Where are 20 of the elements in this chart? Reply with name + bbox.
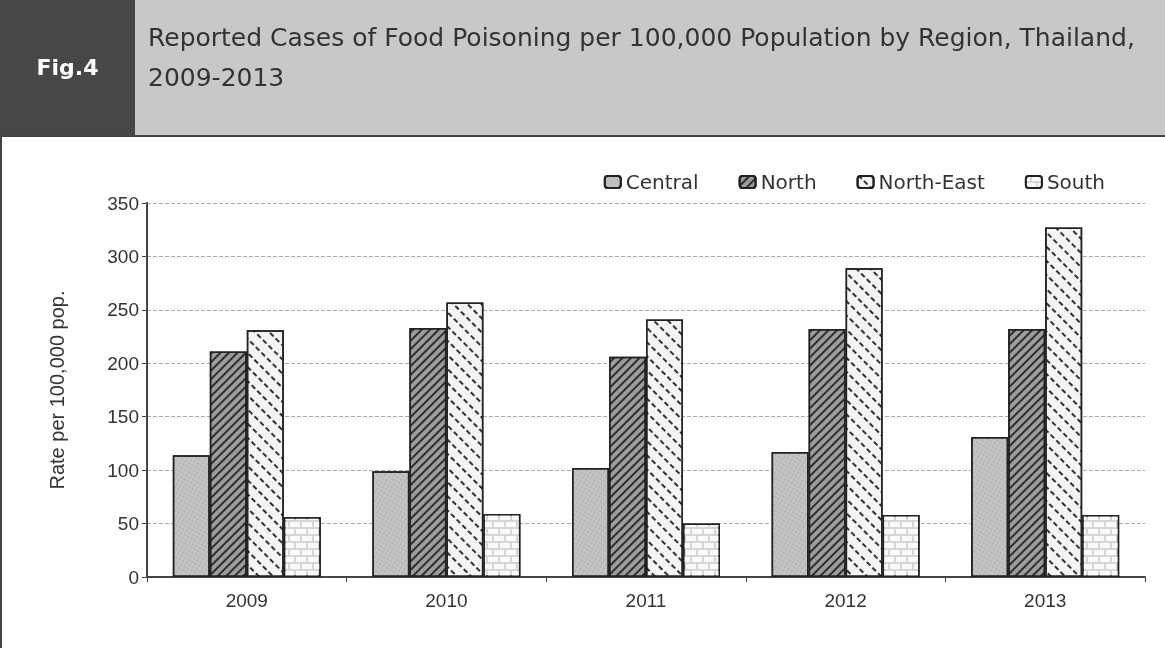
y-tick-label: 200 <box>107 352 139 374</box>
legend-label: South <box>1046 170 1105 194</box>
legend-label: North-East <box>878 170 986 194</box>
x-tick-label: 2013 <box>1024 590 1067 611</box>
x-tick-label: 2012 <box>824 590 867 611</box>
legend-label: Central <box>625 170 699 194</box>
x-tick-label: 2011 <box>625 590 667 611</box>
y-tick-label: 0 <box>128 566 139 588</box>
y-axis-title: Rate per 100,000 pop. <box>46 290 68 490</box>
y-tick-label: 300 <box>107 245 139 267</box>
y-tick-label: 50 <box>117 513 139 535</box>
y-tick-label: 350 <box>107 192 139 214</box>
y-tick-label: 150 <box>107 406 139 428</box>
chart-title: Reported Cases of Food Poisoning per 100,000 Population by Region, Thailand, 2009-2013 <box>148 22 1136 94</box>
x-tick-label: 2010 <box>425 590 468 611</box>
y-tick-label: 100 <box>107 459 139 481</box>
y-tick-label: 250 <box>107 299 139 321</box>
caption: Fig.4 <box>0 0 135 135</box>
legend-label: North <box>760 170 817 194</box>
x-tick-label: 2009 <box>225 590 268 611</box>
